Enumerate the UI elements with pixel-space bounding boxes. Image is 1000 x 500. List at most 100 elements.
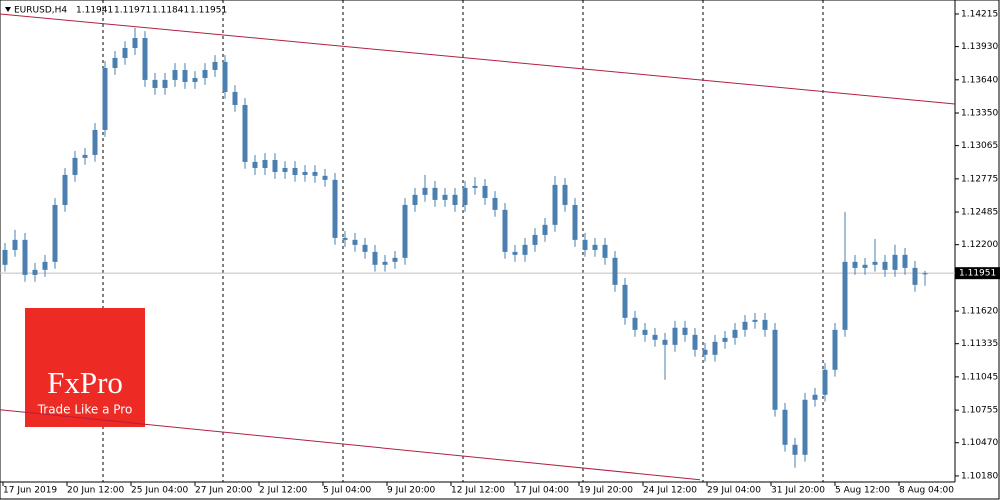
x-tick-label: 8 Aug 04:00	[899, 486, 954, 496]
y-tick-label: 1.13065	[961, 141, 998, 151]
candle-body	[912, 267, 918, 285]
candle-body	[72, 157, 78, 175]
y-tick-label: 1.11335	[961, 339, 998, 349]
candle-body	[662, 339, 668, 345]
candle-body	[682, 327, 688, 335]
candle-body	[792, 444, 798, 455]
x-tick-label: 25 Jun 04:00	[131, 486, 188, 496]
channel-line	[0, 13, 956, 105]
x-tick-label: 2 Jul 12:00	[259, 486, 308, 496]
candle-body	[192, 77, 198, 82]
candle-body	[522, 244, 528, 255]
candle-body	[122, 47, 128, 58]
candle-body	[882, 261, 888, 270]
y-tick-label: 1.10180	[961, 471, 998, 481]
candle-body	[262, 159, 268, 168]
candle-body	[162, 79, 168, 88]
candle-body	[492, 197, 498, 210]
candle-body	[172, 69, 178, 80]
candle-body	[362, 244, 368, 252]
candle-body	[22, 239, 28, 275]
candle-body	[372, 251, 378, 265]
candle-body	[432, 187, 438, 200]
candle-body	[212, 61, 218, 70]
x-tick-label: 5 Jul 04:00	[323, 486, 372, 496]
candle-body	[702, 349, 708, 355]
candle-body	[62, 174, 68, 205]
x-tick-label: 9 Jul 20:00	[387, 486, 436, 496]
candle-body	[142, 38, 148, 80]
x-tick-label: 27 Jun 20:00	[195, 486, 252, 496]
candle-body	[182, 69, 188, 82]
candle-body	[542, 224, 548, 235]
x-tick-label: 29 Jul 04:00	[707, 486, 761, 496]
y-tick-label: 1.10470	[961, 438, 998, 448]
candle-body	[862, 264, 868, 268]
candle-body	[812, 394, 818, 400]
candle-body	[242, 104, 248, 162]
candle-body	[82, 154, 88, 158]
logo-name: FxPro	[47, 365, 123, 400]
y-tick-label: 1.14215	[961, 9, 998, 19]
candle-body	[252, 161, 258, 168]
candle-body	[892, 254, 898, 270]
candle-body	[482, 185, 488, 198]
y-tick-label: 1.10755	[961, 406, 998, 416]
candle-body	[502, 209, 508, 252]
candle-body	[832, 329, 838, 370]
logo-tagline: Trade Like a Pro	[37, 403, 133, 417]
candle-body	[592, 244, 598, 250]
candle-body	[642, 329, 648, 335]
candle-body	[52, 204, 58, 262]
current-price-label: 1.11951	[959, 269, 996, 279]
header-value: 1.11941	[76, 6, 113, 16]
candle-body	[742, 321, 748, 330]
candle-body	[232, 91, 238, 105]
candle-body	[532, 234, 538, 245]
candle-body	[352, 239, 358, 245]
header-value: 1.11971	[114, 6, 151, 16]
candle-body	[612, 257, 618, 285]
y-tick-label: 1.13640	[961, 75, 998, 85]
candle-body	[602, 244, 608, 258]
candle-body	[852, 261, 858, 268]
candle-body	[802, 399, 808, 455]
y-tick-label: 1.11045	[961, 372, 998, 382]
candle-body	[572, 204, 578, 240]
candle-body	[692, 334, 698, 350]
logo: FxPro Trade Like a Pro	[25, 308, 145, 427]
candle-body	[652, 334, 658, 340]
y-tick-label: 1.12485	[961, 208, 998, 218]
candle-body	[312, 171, 318, 176]
y-tick-label: 1.11620	[961, 307, 998, 317]
logo-box	[25, 308, 145, 427]
candle-body	[712, 341, 718, 355]
candle-body	[822, 369, 828, 395]
candle-body	[42, 261, 48, 270]
candle-body	[762, 319, 768, 330]
symbol: EURUSD,H4	[14, 6, 67, 16]
candle-body	[112, 57, 118, 69]
x-tick-label: 12 Jul 12:00	[451, 486, 505, 496]
x-tick-label: 17 Jun 2019	[3, 486, 57, 496]
candle-body	[442, 194, 448, 200]
x-tick-label: 31 Jul 20:00	[771, 486, 825, 496]
x-tick-label: 24 Jul 12:00	[643, 486, 697, 496]
y-tick-label: 1.12775	[961, 174, 998, 184]
candle-body	[332, 179, 338, 238]
candle-body	[202, 69, 208, 78]
candle-body	[92, 129, 98, 155]
candle-body	[422, 187, 428, 195]
candle-body	[2, 249, 8, 265]
candle-body	[272, 159, 278, 172]
candle-body	[732, 329, 738, 338]
candle-body	[102, 68, 108, 130]
y-tick-label: 1.12200	[961, 240, 998, 250]
candle-body	[392, 257, 398, 262]
candle-body	[472, 185, 478, 188]
candle-body	[562, 184, 568, 205]
candle-body	[452, 194, 458, 205]
candle-body	[922, 273, 928, 275]
candle-body	[632, 317, 638, 330]
